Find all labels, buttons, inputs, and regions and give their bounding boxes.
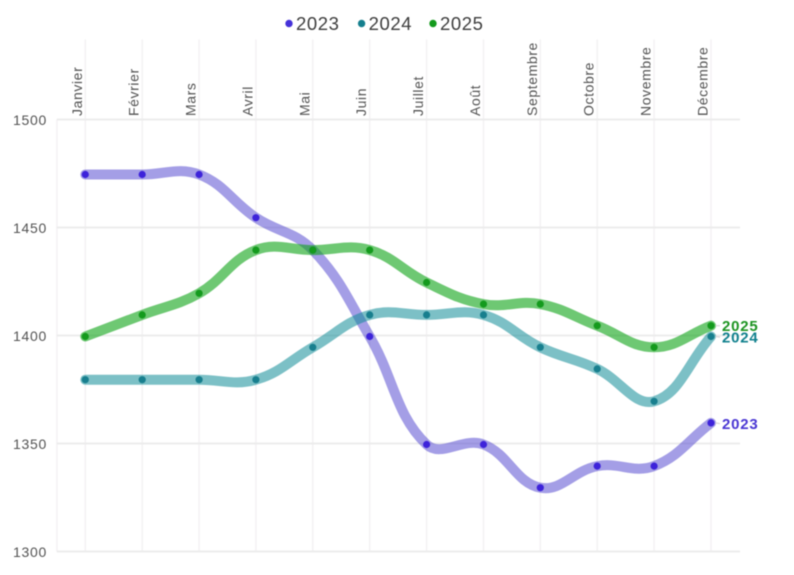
svg-text:Septembre: Septembre: [524, 42, 540, 116]
svg-text:Juillet: Juillet: [410, 76, 426, 116]
svg-text:2025: 2025: [440, 13, 484, 34]
svg-text:Mai: Mai: [296, 92, 312, 116]
svg-text:Février: Février: [126, 68, 142, 116]
svg-text:Janvier: Janvier: [69, 67, 85, 116]
svg-text:1400: 1400: [13, 328, 47, 344]
svg-text:Juin: Juin: [353, 88, 369, 116]
svg-text:1300: 1300: [13, 544, 47, 560]
svg-text:Avril: Avril: [239, 86, 255, 116]
svg-text:2024: 2024: [722, 329, 759, 346]
svg-text:Novembre: Novembre: [638, 47, 654, 116]
svg-text:2023: 2023: [722, 416, 759, 433]
svg-text:1350: 1350: [13, 436, 47, 452]
svg-text:Mars: Mars: [183, 82, 199, 116]
svg-text:Août: Août: [467, 85, 483, 116]
svg-text:Décembre: Décembre: [695, 47, 711, 116]
svg-text:2023: 2023: [296, 13, 340, 34]
svg-text:1450: 1450: [13, 220, 47, 236]
svg-text:2025: 2025: [722, 318, 759, 335]
svg-text:Octobre: Octobre: [581, 62, 597, 116]
svg-text:1500: 1500: [13, 112, 47, 128]
svg-text:2024: 2024: [369, 13, 413, 34]
